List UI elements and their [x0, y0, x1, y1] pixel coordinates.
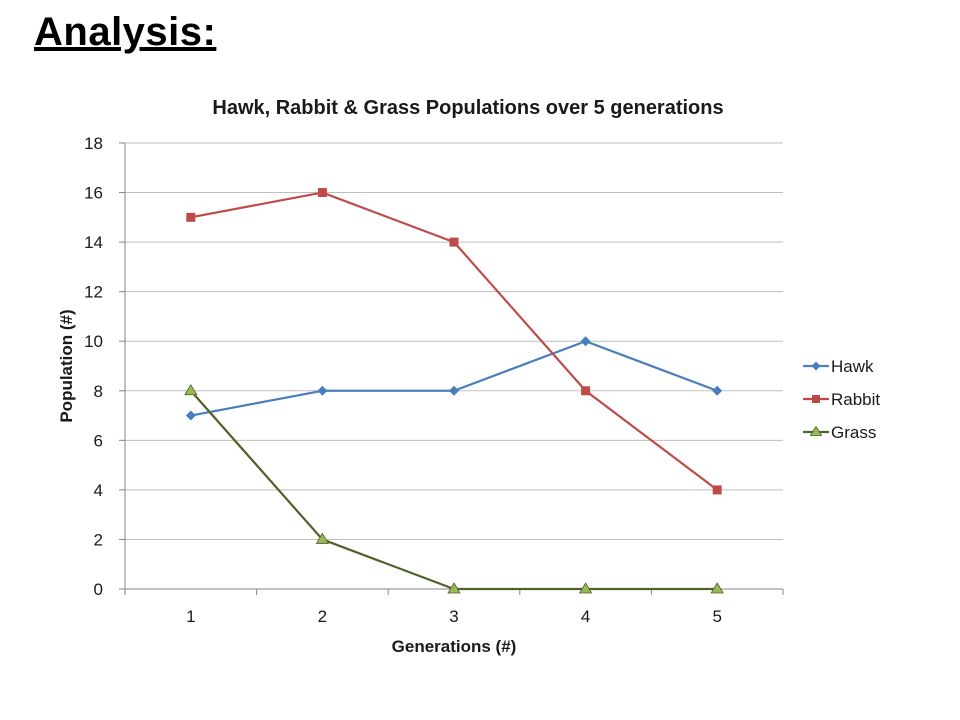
rabbit-point	[712, 485, 722, 495]
legend-label-rabbit: Rabbit	[831, 390, 880, 409]
grass-point	[184, 384, 198, 396]
y-tick-label: 18	[84, 134, 103, 153]
x-tick-label: 5	[712, 607, 721, 626]
legend-marker-rabbit	[812, 395, 820, 403]
y-axis-title: Population (#)	[57, 309, 76, 422]
rabbit-point	[317, 188, 327, 198]
x-tick-label: 1	[186, 607, 195, 626]
legend-item-rabbit: Rabbit	[803, 390, 880, 409]
grass-point	[710, 582, 724, 594]
y-tick-label: 6	[94, 431, 103, 450]
grass-point	[315, 532, 330, 544]
x-axis-title: Generations (#)	[392, 637, 517, 656]
hawk-point	[317, 385, 328, 396]
gridlines	[125, 142, 783, 540]
y-tick-label: 2	[94, 530, 103, 549]
hawk-series	[185, 336, 723, 421]
legend-label-grass: Grass	[831, 423, 876, 442]
y-tick-label: 10	[84, 332, 103, 351]
x-axis-ticks: 1 2 3 4 5	[124, 589, 784, 626]
slide-title: Analysis:	[34, 10, 217, 54]
legend-item-grass: Grass	[803, 423, 876, 442]
y-tick-label: 16	[84, 184, 103, 203]
y-tick-label: 14	[84, 233, 103, 252]
rabbit-point	[186, 212, 196, 222]
legend-label-hawk: Hawk	[831, 357, 874, 376]
legend: Hawk Rabbit Grass	[803, 357, 880, 442]
hawk-point	[712, 385, 723, 396]
y-axis-ticks: 0 2 4 6 8 10 12 14 16 18	[84, 134, 125, 599]
y-tick-label: 8	[94, 382, 103, 401]
y-tick-label: 0	[94, 580, 103, 599]
legend-marker-grass	[809, 425, 823, 436]
grass-series	[184, 384, 724, 594]
chart-title: Hawk, Rabbit & Grass Populations over 5 …	[212, 97, 723, 119]
grass-point	[447, 582, 461, 594]
y-tick-label: 4	[94, 481, 103, 500]
y-tick-label: 12	[84, 283, 103, 302]
grass-point	[578, 582, 593, 594]
x-tick-label: 3	[449, 607, 458, 626]
x-tick-label: 4	[581, 607, 590, 626]
axes	[124, 143, 783, 590]
hawk-line	[190, 340, 718, 417]
rabbit-series	[186, 188, 722, 495]
legend-item-hawk: Hawk	[803, 357, 874, 376]
hawk-point	[185, 410, 196, 421]
legend-marker-hawk	[811, 361, 821, 371]
rabbit-point	[581, 386, 591, 396]
series-group	[184, 188, 724, 594]
hawk-point	[580, 336, 591, 347]
rabbit-point	[449, 237, 459, 247]
hawk-point	[449, 385, 459, 396]
x-tick-label: 2	[318, 607, 327, 626]
